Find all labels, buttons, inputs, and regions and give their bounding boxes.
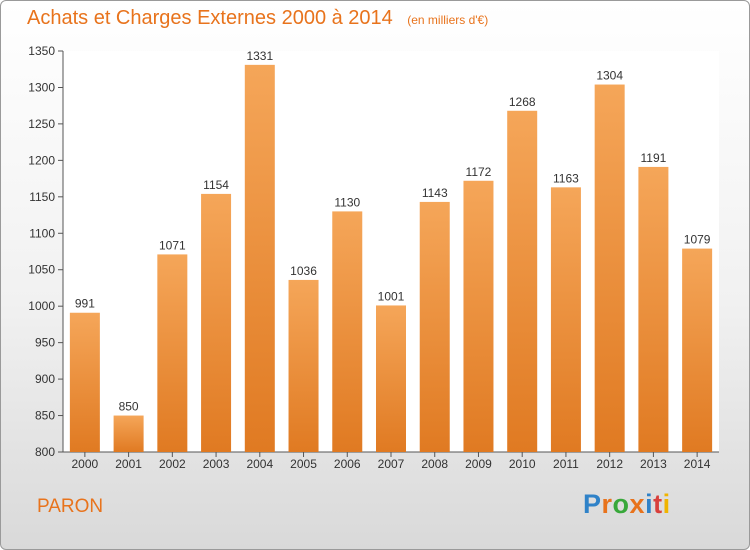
data-label: 991 [75, 297, 95, 311]
bar [244, 64, 275, 452]
data-label: 1268 [509, 95, 536, 109]
y-tick-label: 850 [35, 409, 55, 423]
bar [550, 187, 581, 452]
data-label: 1001 [378, 289, 405, 303]
unit-note: (en milliers d'€) [407, 13, 489, 27]
data-label: 1163 [553, 171, 579, 185]
y-tick-label: 1150 [29, 190, 55, 204]
x-tick-label: 2013 [640, 457, 667, 471]
bar [332, 211, 363, 452]
data-label: 1143 [422, 186, 448, 200]
logo-letter: t [653, 489, 663, 519]
data-label: 1036 [290, 264, 317, 278]
x-tick-label: 2009 [465, 457, 492, 471]
bar [594, 84, 625, 453]
data-label: 1154 [203, 178, 229, 192]
logo-letter: r [601, 489, 613, 519]
x-tick-label: 2014 [684, 457, 711, 471]
x-tick-label: 2011 [553, 457, 579, 471]
x-tick-label: 2005 [290, 457, 317, 471]
logo-letter: i [645, 489, 654, 519]
bar [638, 166, 669, 452]
x-tick-label: 2006 [334, 457, 361, 471]
data-label: 1079 [684, 233, 711, 247]
data-label: 1191 [640, 151, 666, 165]
y-tick-label: 800 [35, 445, 55, 459]
chart-title: Achats et Charges Externes 2000 à 2014 [27, 7, 393, 29]
bar [463, 180, 494, 452]
y-tick-label: 900 [35, 372, 55, 386]
bar [113, 415, 144, 452]
data-label: 1130 [334, 195, 360, 209]
bar [69, 312, 100, 452]
data-label: 1071 [159, 238, 186, 252]
bar [201, 193, 232, 452]
y-tick-label: 1000 [28, 299, 55, 313]
logo-letter: x [629, 489, 646, 519]
logo-letter: P [583, 489, 602, 519]
x-tick-label: 2001 [115, 457, 142, 471]
y-tick-label: 1050 [28, 263, 55, 277]
x-tick-label: 2012 [596, 457, 623, 471]
data-label: 1172 [466, 165, 492, 179]
x-tick-label: 2007 [378, 457, 405, 471]
y-tick-label: 1250 [28, 117, 55, 131]
bar [157, 254, 188, 452]
bar [682, 248, 713, 452]
y-tick-label: 1200 [28, 153, 55, 167]
y-tick-label: 1350 [28, 44, 55, 58]
x-tick-label: 2004 [246, 457, 273, 471]
data-label: 1304 [596, 69, 623, 83]
x-tick-label: 2003 [203, 457, 230, 471]
logo-letter: o [612, 489, 630, 519]
data-label: 1331 [246, 49, 273, 63]
y-tick-label: 950 [35, 336, 55, 350]
bar [288, 279, 319, 452]
y-tick-label: 1100 [29, 226, 55, 240]
x-tick-label: 2008 [421, 457, 448, 471]
x-tick-label: 2010 [509, 457, 536, 471]
proxiti-logo: Proxiti [583, 489, 671, 520]
x-tick-label: 2000 [72, 457, 99, 471]
data-label: 850 [119, 400, 139, 414]
commune-name: PARON [37, 496, 104, 517]
bar [376, 305, 406, 452]
y-tick-label: 1300 [28, 80, 55, 94]
bar [507, 110, 538, 452]
bar [419, 201, 450, 452]
logo-letter: i [662, 489, 671, 519]
x-tick-label: 2002 [159, 457, 186, 471]
chart-title-block: Achats et Charges Externes 2000 à 2014 (… [27, 7, 488, 30]
